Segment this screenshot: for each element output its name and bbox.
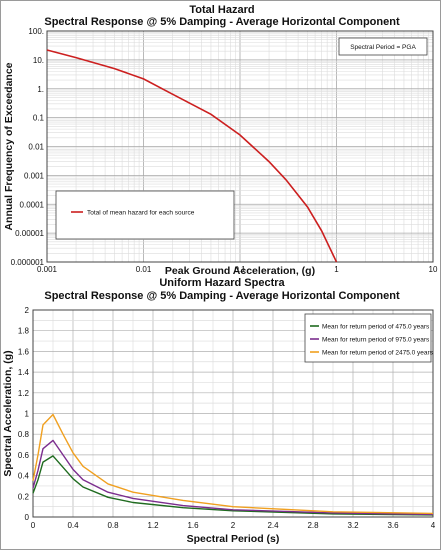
y-tick-label: 1. — [37, 85, 44, 94]
y-tick-label: 0.0001 — [20, 200, 45, 209]
chart-subtitle: Spectral Response @ 5% Damping - Average… — [44, 290, 400, 302]
x-tick-label: 2 — [231, 521, 236, 530]
y-tick-label: 2 — [25, 306, 30, 315]
x-axis-label: Peak Ground Acceleration, (g) — [165, 265, 315, 276]
y-tick-label: 10. — [33, 56, 44, 65]
y-tick-label: 0.000001 — [11, 258, 45, 267]
x-axis-label: Spectral Period (s) — [187, 533, 280, 545]
y-axis-label: Annual Frequency of Exceedance — [3, 62, 15, 230]
x-tick-label: 1 — [334, 265, 339, 274]
x-tick-label: 4 — [431, 521, 436, 530]
legend-label: Mean for return period of 2475.0 years — [322, 349, 434, 356]
x-tick-label: 0 — [31, 521, 36, 530]
y-tick-label: 1.6 — [18, 347, 30, 356]
y-tick-label: 0.01 — [28, 143, 44, 152]
plot-border — [46, 30, 434, 263]
y-tick-label: 0.6 — [18, 451, 30, 460]
annotation-box — [338, 37, 428, 56]
y-tick-label: 1 — [25, 410, 30, 419]
annotation-text: Spectral Period = PGA — [350, 44, 416, 51]
series-line-hazard — [46, 49, 338, 263]
x-tick-label: 0.1 — [234, 265, 246, 274]
x-tick-label: 1.2 — [147, 521, 159, 530]
series-line-975-years — [32, 439, 434, 516]
x-tick-label: 10 — [429, 265, 438, 274]
y-tick-label: 0 — [25, 513, 30, 522]
chart-title: Uniform Hazard Spectra — [159, 277, 285, 289]
y-tick-label: 100. — [28, 27, 44, 36]
legend-label: Total of mean hazard for each source — [87, 210, 195, 217]
x-tick-label: 2.8 — [307, 521, 319, 530]
legend-label: Mean for return period of 975.0 years — [322, 336, 430, 343]
chart-title: Total Hazard — [189, 4, 254, 16]
y-tick-label: 0.00001 — [15, 229, 44, 238]
x-tick-label: 0.01 — [136, 265, 152, 274]
chart-subtitle: Spectral Response @ 5% Damping - Average… — [44, 16, 400, 28]
x-tick-label: 0.4 — [67, 521, 79, 530]
y-tick-label: 0.2 — [18, 492, 30, 501]
legend-box — [304, 313, 432, 363]
y-tick-label: 0.1 — [33, 114, 45, 123]
y-tick-label: 1.4 — [18, 368, 30, 377]
y-tick-label: 1.8 — [18, 327, 30, 336]
y-axis-label: Spectral Acceleration, (g) — [2, 350, 14, 476]
legend-box — [55, 190, 235, 240]
series-line-2475-years — [32, 413, 434, 515]
legend-label: Mean for return period of 475.0 years — [322, 323, 430, 330]
series-line-475-years — [32, 455, 434, 516]
x-tick-label: 1.6 — [187, 521, 199, 530]
x-tick-label: 2.4 — [267, 521, 279, 530]
x-tick-label: 3.2 — [347, 521, 359, 530]
plot-border — [32, 309, 434, 518]
y-tick-label: 0.001 — [24, 171, 45, 180]
x-tick-label: 0.8 — [107, 521, 119, 530]
y-tick-label: 0.4 — [18, 472, 30, 481]
x-tick-label: 0.001 — [37, 265, 58, 274]
x-tick-label: 3.6 — [387, 521, 399, 530]
y-tick-label: 0.8 — [18, 430, 30, 439]
y-tick-label: 1.2 — [18, 389, 30, 398]
